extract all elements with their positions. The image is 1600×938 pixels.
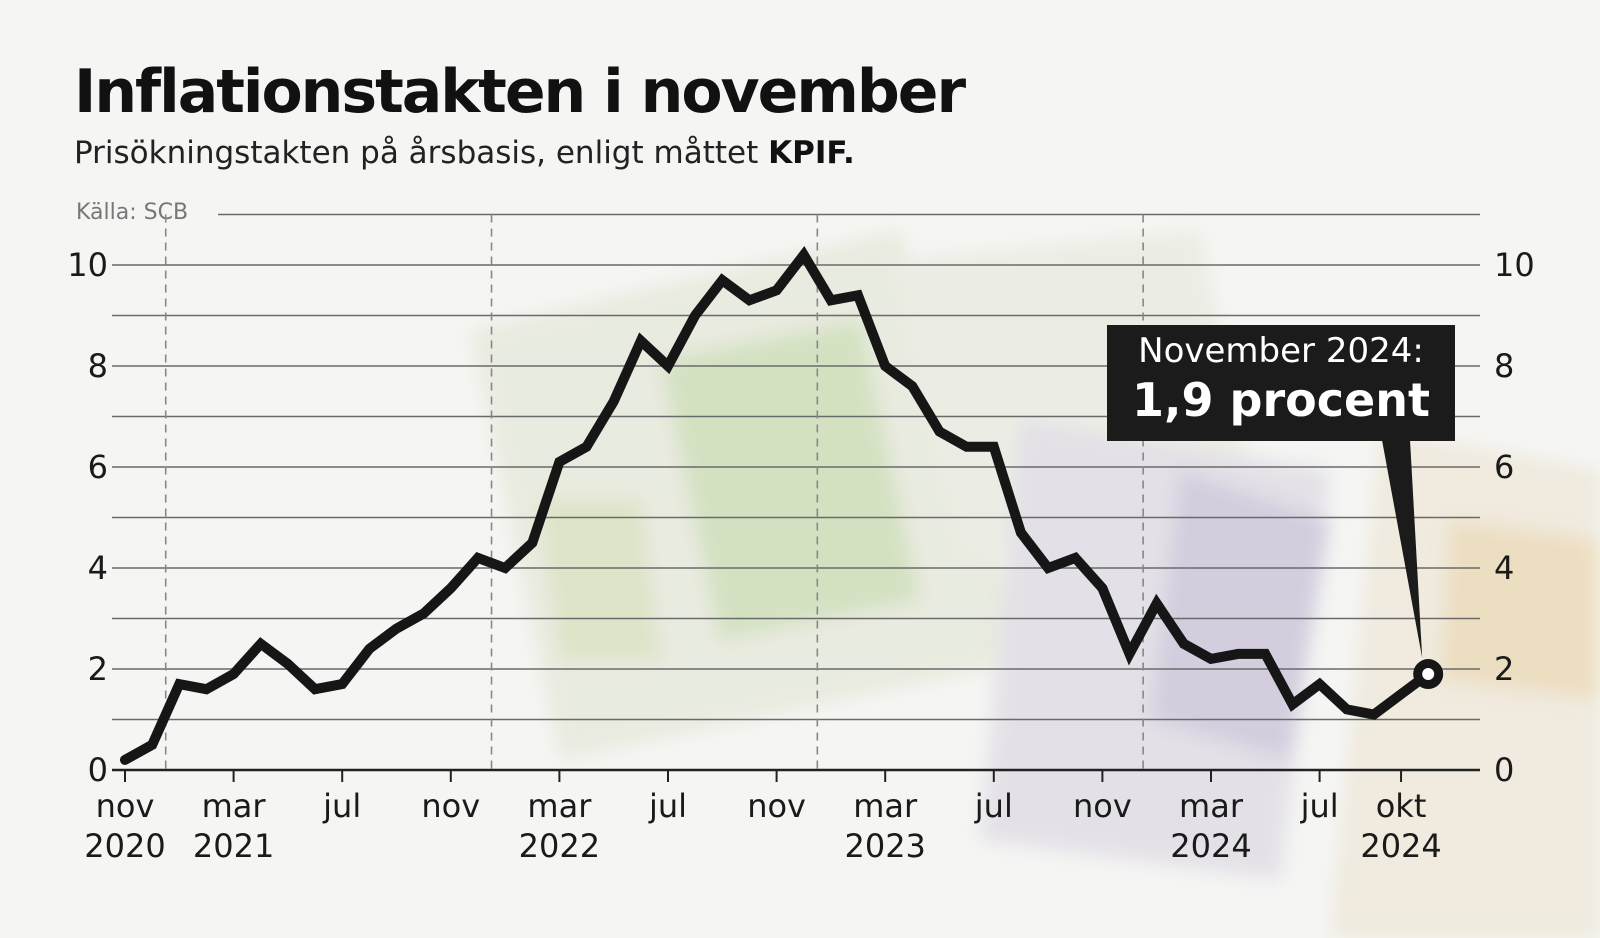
callout-date: November 2024: <box>1138 331 1424 371</box>
x-tick-label-year: 2024 <box>1360 827 1441 865</box>
x-tick-label-month: nov <box>96 787 155 825</box>
x-tick-label-year: 2021 <box>193 827 274 865</box>
x-tick-label-month: nov <box>1073 787 1132 825</box>
annotation-callout: November 2024: 1,9 procent <box>1107 325 1455 441</box>
callout-value: 1,9 procent <box>1132 373 1430 427</box>
chart-subtitle: Prisökningstakten på årsbasis, enligt må… <box>74 138 855 169</box>
x-tick-label-month: okt <box>1376 787 1427 825</box>
x-tick-label-month: nov <box>747 787 806 825</box>
y-tick-label-left: 6 <box>88 448 108 486</box>
callout-pointer <box>1382 440 1423 659</box>
x-tick-label-month: jul <box>974 787 1013 825</box>
y-tick-label-right: 10 <box>1494 246 1535 284</box>
series-line <box>120 246 1434 765</box>
y-tick-label-right: 2 <box>1494 650 1514 688</box>
x-tick-label-year: 2023 <box>844 827 925 865</box>
source-label: Källa: SCB <box>76 200 189 225</box>
chart-title: Inflationstakten i november <box>74 57 966 127</box>
y-tick-label-left: 4 <box>88 549 108 587</box>
x-tick-label-month: mar <box>853 787 918 825</box>
x-tick-label-year: 2024 <box>1170 827 1251 865</box>
x-tick-label-month: mar <box>1179 787 1244 825</box>
x-tick-label-month: jul <box>648 787 687 825</box>
y-tick-label-left: 10 <box>67 246 108 284</box>
x-tick-label-month: nov <box>421 787 480 825</box>
subtitle-text: Prisökningstakten på årsbasis, enligt må… <box>74 135 769 171</box>
x-tick-label-month: jul <box>322 787 361 825</box>
y-tick-label-right: 0 <box>1494 751 1514 789</box>
data-point-marker-center <box>1422 668 1435 681</box>
x-tick-label-month: mar <box>202 787 267 825</box>
x-tick-label-month: mar <box>527 787 592 825</box>
y-tick-label-right: 8 <box>1494 347 1514 385</box>
x-tick-label-year: 2022 <box>519 827 600 865</box>
y-tick-label-right: 6 <box>1494 448 1514 486</box>
y-tick-label-left: 0 <box>88 751 108 789</box>
y-tick-label-left: 2 <box>88 650 108 688</box>
x-tick-label-year: 2020 <box>84 827 165 865</box>
y-tick-label-right: 4 <box>1494 549 1514 587</box>
subtitle-bold-measure: KPIF. <box>768 135 855 171</box>
y-tick-label-left: 8 <box>88 347 108 385</box>
x-tick-label-month: jul <box>1300 787 1339 825</box>
